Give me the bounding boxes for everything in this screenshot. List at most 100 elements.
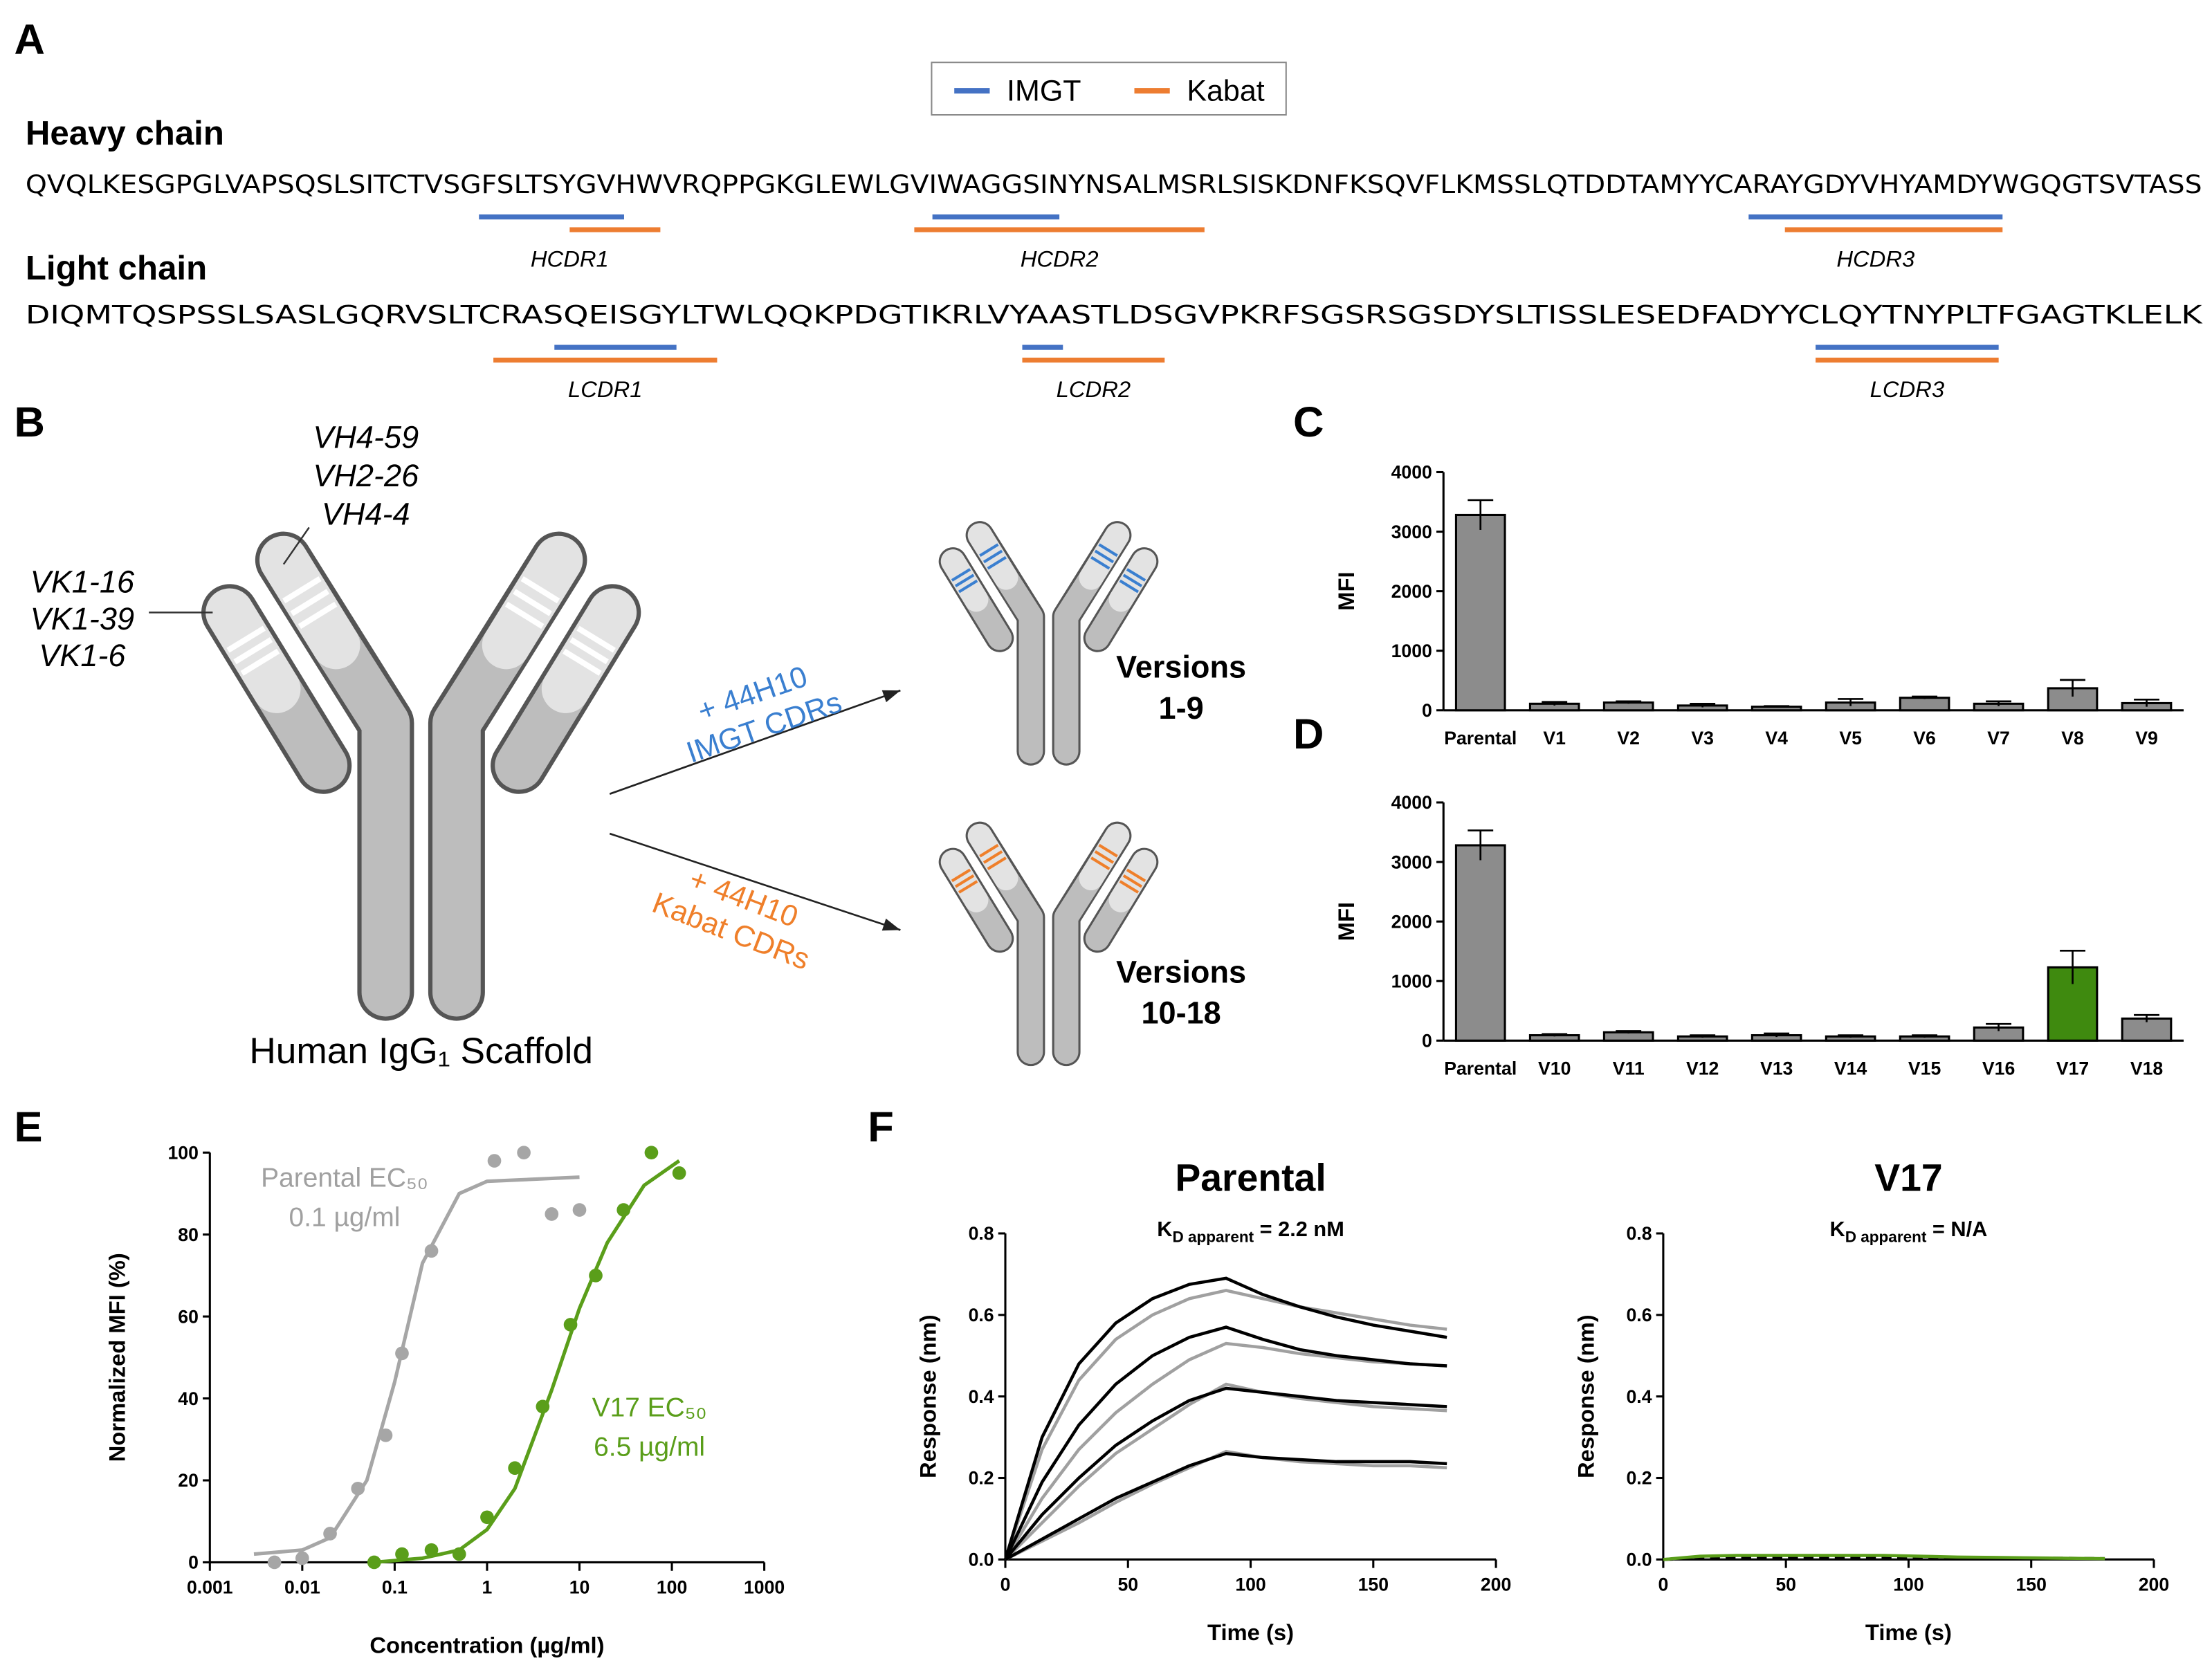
cdr-stripe (982, 549, 1003, 564)
antibody-half (1052, 821, 1159, 1067)
x-tick-label: 1000 (744, 1577, 785, 1598)
cdr-stripe (979, 543, 999, 558)
chart-title: V17 (1874, 1157, 1942, 1200)
x-tick-label: V12 (1686, 1058, 1719, 1078)
cdr-stripe (982, 850, 1003, 864)
cdr-stripe (513, 589, 552, 616)
x-axis-label: Time (s) (1207, 1619, 1294, 1645)
y-tick-label: 4000 (1391, 462, 1432, 483)
x-tick-label: V17 (2056, 1058, 2089, 1078)
kd-subscript: D apparent (1845, 1228, 1927, 1245)
arrow-head (881, 690, 901, 703)
cdr-stripe (1126, 568, 1146, 582)
chart-subtitle: KD apparent = 2.2 nM (1157, 1217, 1344, 1245)
cdr-stripe (1122, 874, 1143, 888)
y-tick-label: 0.4 (969, 1386, 994, 1407)
x-tick-label: Parental (1444, 728, 1517, 748)
data-point (395, 1547, 409, 1561)
y-tick-label: 0.6 (1626, 1305, 1652, 1325)
y-tick-label: 0 (1422, 700, 1432, 721)
data-point (644, 1146, 659, 1160)
y-tick-label: 4000 (1391, 792, 1432, 813)
antibody (938, 821, 1159, 1067)
y-tick-label: 60 (178, 1306, 199, 1327)
y-tick-label: 0.6 (969, 1305, 994, 1325)
arrow (609, 832, 901, 931)
chain-title: Light chain (26, 249, 207, 287)
cdr-stripe (520, 576, 560, 604)
x-tick-label: 0.01 (284, 1577, 320, 1598)
data-point (487, 1154, 502, 1168)
constant-domain (1054, 565, 1104, 764)
constant-domain (994, 866, 1043, 1065)
fit-curve (253, 1175, 580, 1556)
data-point (589, 1269, 603, 1283)
y-tick-label: 2000 (1391, 911, 1432, 932)
x-tick-label: V13 (1760, 1058, 1793, 1078)
sensorgram (1004, 1382, 1447, 1561)
bar (1454, 844, 1506, 1042)
sensorgram (1004, 1386, 1447, 1561)
x-tick-label: V1 (1543, 728, 1566, 748)
y-tick-label: 20 (178, 1470, 199, 1491)
cdr-stripe (233, 637, 273, 665)
antibody-half (938, 821, 1045, 1067)
cdr-stripe (504, 601, 545, 630)
x-tick-label: 200 (1481, 1574, 1511, 1595)
versions-label: 1-9 (1159, 690, 1204, 726)
germline-label: VK1-16 (30, 564, 135, 600)
panel-label: C (1293, 398, 1324, 446)
cdr-stripe (576, 625, 616, 653)
cdr-stripe (954, 874, 975, 888)
cdr-stripe (1090, 856, 1110, 870)
legend-label: IMGT (1007, 75, 1081, 108)
data-point (616, 1203, 631, 1217)
antibody (201, 531, 641, 1021)
y-axis-label: Normalized MFI (%) (104, 1253, 129, 1462)
x-tick-label: V6 (1913, 728, 1936, 748)
panel-label: F (868, 1103, 894, 1151)
annotation: V17 EC₅₀ (592, 1393, 707, 1422)
data-point (323, 1527, 337, 1541)
x-tick-label: V18 (2130, 1058, 2163, 1078)
sequence: DIQMTQSPSSLSASLGQRVSLTCRASQEISGYLTWLQQKP… (26, 300, 2203, 329)
x-tick-label: 0.001 (187, 1577, 233, 1598)
y-tick-label: 0.8 (1626, 1223, 1652, 1244)
cdr-stripe (562, 648, 602, 676)
constant-domain (1054, 866, 1104, 1065)
annotation: Parental EC₅₀ (261, 1163, 428, 1193)
cdr-stripe (1122, 573, 1143, 588)
cdr-stripe (1098, 843, 1118, 858)
sensorgram (1003, 1325, 1447, 1561)
x-tick-label: 0.1 (382, 1577, 408, 1598)
x-tick-label: V14 (1834, 1058, 1867, 1078)
x-tick-label: 150 (1358, 1574, 1389, 1595)
x-tick-label: V11 (1613, 1058, 1645, 1078)
data-point (508, 1461, 522, 1476)
annotation: 0.1 µg/ml (289, 1203, 401, 1233)
sensorgram (1004, 1451, 1447, 1561)
cdr-stripe (1119, 880, 1140, 894)
constant-domain (432, 621, 531, 1017)
cdr-stripe (226, 625, 266, 653)
data-point (378, 1428, 393, 1442)
sequence: QVQLKESGPGLVAPSQSLSITCTVSGFSLTSYGVHWVRQP… (26, 169, 2202, 199)
x-tick-label: 100 (1893, 1574, 1923, 1595)
y-tick-label: 40 (178, 1388, 199, 1409)
legend-box (931, 62, 1287, 116)
data-point (452, 1547, 466, 1561)
data-point (295, 1551, 309, 1565)
sensorgram (1004, 1449, 1447, 1561)
y-tick-label: 1000 (1391, 641, 1432, 661)
data-point (351, 1481, 365, 1496)
x-tick-label: Parental (1444, 1058, 1517, 1078)
antibody-half (938, 521, 1045, 766)
cdr-label: HCDR1 (531, 246, 609, 271)
x-tick-label: V10 (1538, 1058, 1571, 1078)
x-tick-label: 0 (1658, 1574, 1668, 1595)
data-point (672, 1166, 686, 1180)
x-tick-label: 200 (2139, 1574, 2169, 1595)
data-point (517, 1146, 531, 1160)
y-tick-label: 0.8 (969, 1223, 994, 1244)
sensorgram (1003, 1276, 1447, 1560)
